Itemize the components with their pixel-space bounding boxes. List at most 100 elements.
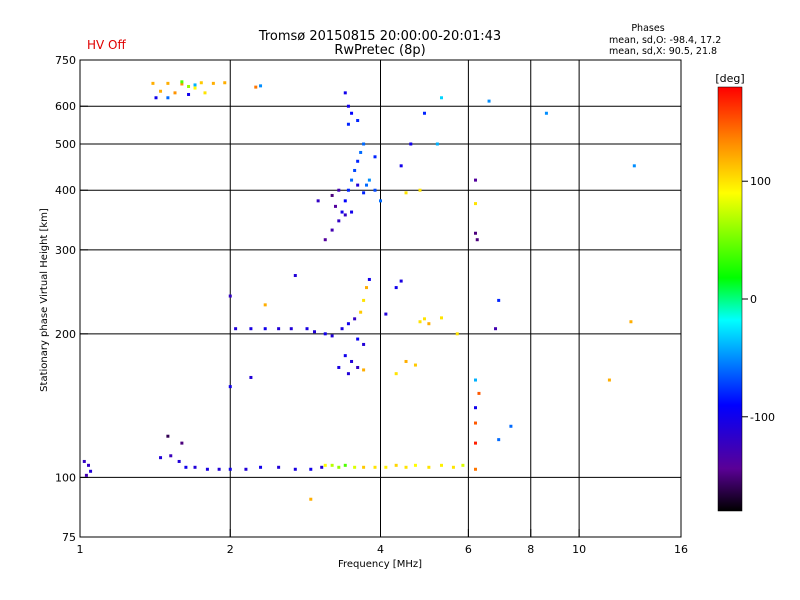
data-point bbox=[193, 86, 197, 90]
data-point bbox=[199, 81, 203, 85]
y-tick-label: 400 bbox=[55, 184, 76, 197]
data-point bbox=[340, 210, 344, 214]
data-point bbox=[413, 463, 417, 467]
data-point bbox=[309, 497, 313, 501]
data-point bbox=[217, 467, 221, 471]
data-point bbox=[440, 463, 444, 467]
data-point bbox=[193, 83, 197, 87]
data-point bbox=[340, 327, 344, 331]
hv-status-label: HV Off bbox=[87, 38, 126, 52]
y-tick-label: 500 bbox=[55, 138, 76, 151]
data-point bbox=[343, 91, 347, 95]
data-point bbox=[373, 188, 377, 192]
data-point bbox=[394, 286, 398, 290]
data-point bbox=[477, 391, 481, 395]
x-tick-label: 10 bbox=[572, 543, 586, 556]
data-point bbox=[166, 81, 170, 85]
y-tick-label: 300 bbox=[55, 244, 76, 257]
data-point bbox=[473, 378, 477, 382]
data-point bbox=[494, 327, 498, 331]
data-point bbox=[323, 238, 327, 242]
data-point bbox=[427, 465, 431, 469]
x-tick-label: 6 bbox=[465, 543, 472, 556]
data-point bbox=[277, 465, 281, 469]
data-point bbox=[435, 142, 439, 146]
data-point bbox=[367, 277, 371, 281]
data-point bbox=[180, 82, 184, 86]
data-point bbox=[461, 463, 465, 467]
data-point bbox=[473, 421, 477, 425]
data-point bbox=[89, 469, 93, 473]
data-point bbox=[418, 320, 422, 324]
x-axis-label: Frequency [MHz] bbox=[338, 559, 422, 570]
data-point bbox=[350, 210, 354, 214]
data-point bbox=[399, 164, 403, 168]
data-point bbox=[337, 465, 341, 469]
data-point bbox=[422, 111, 426, 115]
data-point bbox=[379, 199, 382, 203]
data-point bbox=[350, 111, 354, 115]
data-point bbox=[323, 332, 327, 336]
data-point bbox=[359, 150, 363, 154]
x-tick-label: 4 bbox=[377, 543, 384, 556]
data-point bbox=[323, 463, 327, 467]
data-point bbox=[249, 327, 253, 331]
data-point bbox=[254, 85, 258, 89]
x-tick-label: 16 bbox=[674, 543, 688, 556]
data-point bbox=[384, 312, 388, 316]
data-point bbox=[427, 322, 431, 326]
data-point bbox=[166, 434, 170, 438]
data-point bbox=[353, 317, 357, 321]
data-point bbox=[177, 459, 181, 463]
data-point bbox=[629, 320, 633, 324]
data-point bbox=[293, 274, 297, 278]
phase-stats-x-mode: mean, sd,X: 90.5, 21.8 bbox=[609, 46, 717, 57]
y-tick-label: 200 bbox=[55, 328, 76, 341]
data-point bbox=[346, 322, 350, 326]
data-point bbox=[632, 164, 636, 168]
data-point bbox=[211, 81, 215, 85]
data-point bbox=[362, 465, 366, 469]
data-point bbox=[399, 279, 403, 283]
data-point bbox=[159, 456, 163, 460]
data-point bbox=[473, 406, 477, 410]
data-point bbox=[84, 473, 88, 477]
data-point bbox=[184, 465, 188, 469]
colorbar-ticks: 100 0 -100 bbox=[742, 175, 775, 424]
data-point bbox=[413, 363, 417, 367]
data-point bbox=[473, 231, 477, 235]
colorbar-unit-label: [deg] bbox=[715, 72, 744, 85]
data-point bbox=[289, 327, 293, 331]
data-point bbox=[422, 317, 426, 321]
data-point bbox=[473, 441, 477, 445]
data-point bbox=[333, 204, 337, 208]
data-point bbox=[87, 463, 91, 467]
data-point bbox=[223, 81, 227, 85]
data-point bbox=[151, 81, 155, 85]
data-point bbox=[362, 142, 366, 146]
data-point bbox=[205, 467, 209, 471]
colorbar-tick-label: -100 bbox=[750, 411, 775, 424]
data-point bbox=[356, 365, 360, 369]
data-point bbox=[346, 122, 350, 126]
data-point bbox=[259, 84, 263, 88]
data-point bbox=[353, 465, 357, 469]
data-point bbox=[509, 424, 513, 428]
data-point bbox=[473, 178, 477, 182]
data-point bbox=[263, 303, 267, 307]
data-point bbox=[473, 202, 477, 206]
data-point bbox=[159, 89, 163, 93]
y-tick-label: 75 bbox=[62, 531, 76, 544]
x-tick-label: 2 bbox=[227, 543, 234, 556]
data-point bbox=[259, 465, 263, 469]
plot-area: 1 2 4 6 8 10 16 75 100 200 300 400 500 600 750 bbox=[55, 54, 688, 556]
data-point bbox=[330, 463, 334, 467]
data-point bbox=[497, 438, 501, 442]
data-point bbox=[356, 119, 360, 123]
data-point bbox=[293, 467, 297, 471]
data-point bbox=[404, 465, 408, 469]
colorbar-tick-label: 100 bbox=[750, 175, 771, 188]
data-point bbox=[394, 463, 398, 467]
data-point bbox=[362, 191, 366, 195]
